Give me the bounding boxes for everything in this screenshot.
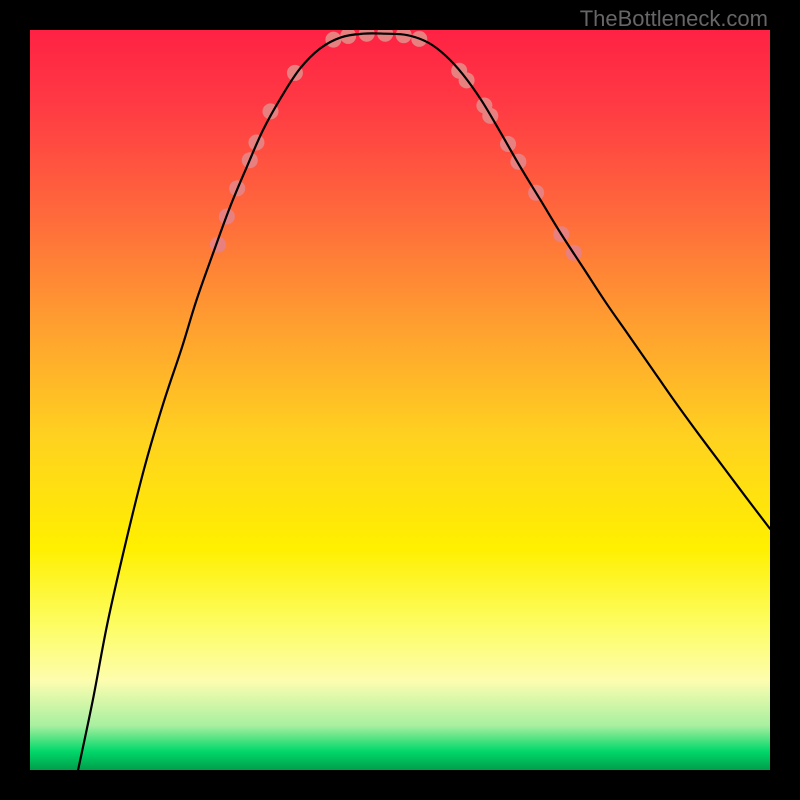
- chart-stage: TheBottleneck.com: [0, 0, 800, 800]
- plot-frame: [30, 30, 770, 770]
- marker-group: [210, 30, 582, 261]
- bottleneck-curve: [78, 33, 770, 770]
- data-marker: [359, 30, 375, 42]
- data-marker: [377, 30, 393, 42]
- curve-layer: [30, 30, 770, 770]
- watermark-text: TheBottleneck.com: [580, 6, 768, 32]
